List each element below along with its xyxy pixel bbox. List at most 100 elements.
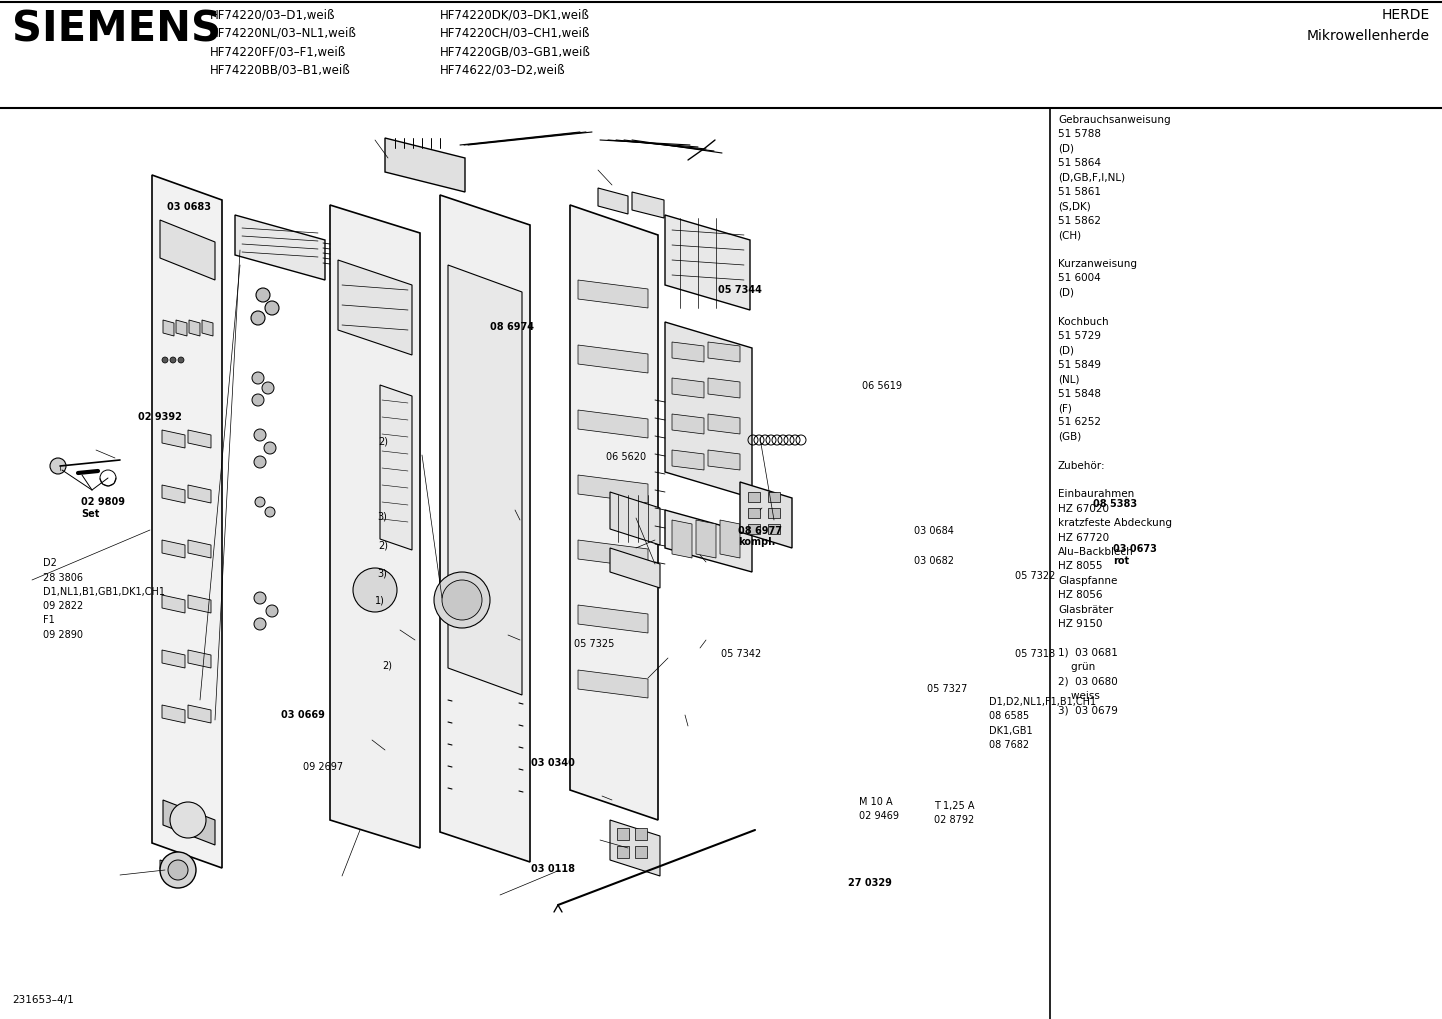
Text: 28 3806: 28 3806 — [43, 573, 84, 583]
Text: 1): 1) — [375, 595, 385, 605]
Text: 3): 3) — [378, 569, 388, 579]
Circle shape — [264, 442, 275, 454]
Polygon shape — [235, 215, 324, 280]
Polygon shape — [448, 265, 522, 695]
Bar — [769, 508, 780, 518]
Text: 03 0669: 03 0669 — [281, 710, 324, 720]
Text: HF74220DK/03–DK1,weiß
HF74220CH/03–CH1,weiß
HF74220GB/03–GB1,weiß
HF74622/03–D2,: HF74220DK/03–DK1,weiß HF74220CH/03–CH1,w… — [440, 8, 591, 76]
Polygon shape — [187, 595, 211, 613]
Polygon shape — [720, 520, 740, 558]
Polygon shape — [578, 605, 647, 633]
Text: 03 0673
rot: 03 0673 rot — [1113, 544, 1156, 566]
Circle shape — [254, 455, 265, 468]
Polygon shape — [672, 450, 704, 470]
Text: 08 7682: 08 7682 — [989, 740, 1030, 750]
Text: 02 9392: 02 9392 — [138, 412, 182, 422]
Polygon shape — [163, 800, 215, 845]
Polygon shape — [578, 410, 647, 438]
Polygon shape — [162, 650, 185, 668]
Bar — [617, 846, 629, 858]
Text: 09 2890: 09 2890 — [43, 630, 84, 640]
Bar — [769, 492, 780, 502]
Polygon shape — [440, 195, 531, 862]
Bar — [748, 492, 760, 502]
Text: 02 9809
Set: 02 9809 Set — [81, 497, 125, 519]
Polygon shape — [578, 475, 647, 503]
Text: 08 6974: 08 6974 — [490, 322, 535, 332]
Polygon shape — [189, 320, 200, 336]
Polygon shape — [708, 342, 740, 362]
Polygon shape — [708, 414, 740, 434]
Text: D1,NL1,B1,GB1,DK1,CH1: D1,NL1,B1,GB1,DK1,CH1 — [43, 587, 166, 597]
Polygon shape — [610, 820, 660, 876]
Polygon shape — [610, 548, 660, 588]
Circle shape — [160, 852, 196, 888]
Text: 03 0682: 03 0682 — [914, 556, 955, 567]
Circle shape — [443, 580, 482, 620]
Polygon shape — [202, 320, 213, 336]
Text: 3): 3) — [378, 512, 388, 522]
Circle shape — [50, 458, 66, 474]
Text: 05 7344: 05 7344 — [718, 285, 761, 296]
Text: 03 0684: 03 0684 — [914, 526, 955, 536]
Circle shape — [434, 572, 490, 628]
Bar — [634, 846, 647, 858]
Polygon shape — [381, 385, 412, 550]
Text: 05 7325: 05 7325 — [574, 639, 614, 649]
Circle shape — [170, 357, 176, 363]
Text: 2): 2) — [378, 540, 388, 550]
Polygon shape — [337, 260, 412, 355]
Polygon shape — [187, 430, 211, 448]
Polygon shape — [665, 510, 751, 572]
Text: 08 6977
kompl.: 08 6977 kompl. — [738, 526, 783, 547]
Circle shape — [353, 568, 397, 612]
Polygon shape — [176, 320, 187, 336]
Polygon shape — [672, 342, 704, 362]
Polygon shape — [672, 520, 692, 558]
Bar — [748, 524, 760, 534]
Polygon shape — [162, 485, 185, 503]
Polygon shape — [578, 540, 647, 568]
Circle shape — [265, 507, 275, 517]
Circle shape — [252, 372, 264, 384]
Text: 06 5620: 06 5620 — [606, 452, 646, 463]
Text: 09 2697: 09 2697 — [303, 762, 343, 772]
Text: D2: D2 — [43, 558, 58, 569]
Circle shape — [257, 288, 270, 302]
Circle shape — [177, 357, 185, 363]
Text: 2): 2) — [382, 660, 392, 671]
Text: 02 9469: 02 9469 — [859, 811, 900, 821]
Polygon shape — [162, 705, 185, 723]
Polygon shape — [160, 220, 215, 280]
Polygon shape — [578, 345, 647, 373]
Polygon shape — [610, 492, 660, 545]
Text: T 1,25 A: T 1,25 A — [934, 801, 975, 811]
Polygon shape — [163, 320, 174, 336]
Bar — [748, 508, 760, 518]
Text: HF74220/03–D1,weiß
HF74220NL/03–NL1,weiß
HF74220FF/03–F1,weiß
HF74220BB/03–B1,we: HF74220/03–D1,weiß HF74220NL/03–NL1,weiß… — [211, 8, 356, 76]
Text: 27 0329: 27 0329 — [848, 878, 891, 889]
Text: 09 2822: 09 2822 — [43, 601, 84, 611]
Text: HERDE
Mikrowellenherde: HERDE Mikrowellenherde — [1306, 8, 1430, 43]
Circle shape — [170, 802, 206, 838]
Circle shape — [251, 311, 265, 325]
Circle shape — [254, 429, 265, 441]
Polygon shape — [740, 482, 792, 548]
Text: 05 7318: 05 7318 — [1015, 649, 1056, 659]
Polygon shape — [708, 378, 740, 398]
Text: 2): 2) — [378, 436, 388, 446]
Text: 05 7322: 05 7322 — [1015, 571, 1056, 581]
Circle shape — [169, 860, 187, 880]
Polygon shape — [578, 671, 647, 698]
Polygon shape — [187, 540, 211, 558]
Text: 231653–4/1: 231653–4/1 — [12, 995, 74, 1005]
Polygon shape — [672, 414, 704, 434]
Polygon shape — [162, 430, 185, 448]
Text: Gebrauchsanweisung
51 5788
(D)
51 5864
(D,GB,F,I,NL)
51 5861
(S,DK)
51 5862
(CH): Gebrauchsanweisung 51 5788 (D) 51 5864 (… — [1058, 115, 1172, 715]
Text: 05 7327: 05 7327 — [927, 684, 968, 694]
Text: D1,D2,NL1,F1,B1,CH1: D1,D2,NL1,F1,B1,CH1 — [989, 697, 1096, 707]
Circle shape — [262, 382, 274, 394]
Text: 05 7342: 05 7342 — [721, 649, 761, 659]
Text: M 10 A: M 10 A — [859, 797, 893, 807]
Polygon shape — [570, 205, 658, 820]
